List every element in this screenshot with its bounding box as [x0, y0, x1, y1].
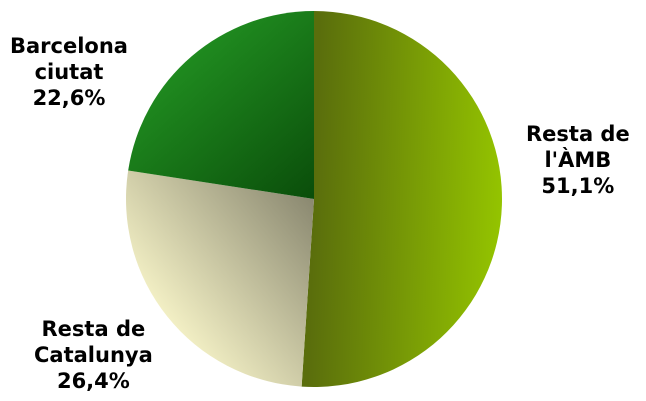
pie-slice-0: [301, 11, 502, 387]
slice-label-line: Barcelona: [10, 34, 128, 58]
pie-slice-2: [128, 11, 314, 199]
slice-value: 22,6%: [32, 86, 106, 110]
slice-label-line: l'ÀMB: [544, 148, 612, 172]
slice-label-line: ciutat: [34, 60, 104, 84]
slice-label-barcelona-ciutat: Barcelona ciutat 22,6%: [10, 33, 128, 111]
pie-slice-1: [126, 170, 315, 387]
slice-value: 26,4%: [56, 369, 130, 393]
slice-label-line: Resta de: [41, 317, 146, 341]
slice-label-resta-catalunya: Resta de Catalunya 26,4%: [34, 316, 153, 394]
slice-label-resta-amb: Resta de l'ÀMB 51,1%: [526, 121, 630, 199]
slice-value: 51,1%: [541, 174, 615, 198]
slice-label-line: Resta de: [526, 122, 630, 146]
slice-label-line: Catalunya: [34, 343, 153, 367]
